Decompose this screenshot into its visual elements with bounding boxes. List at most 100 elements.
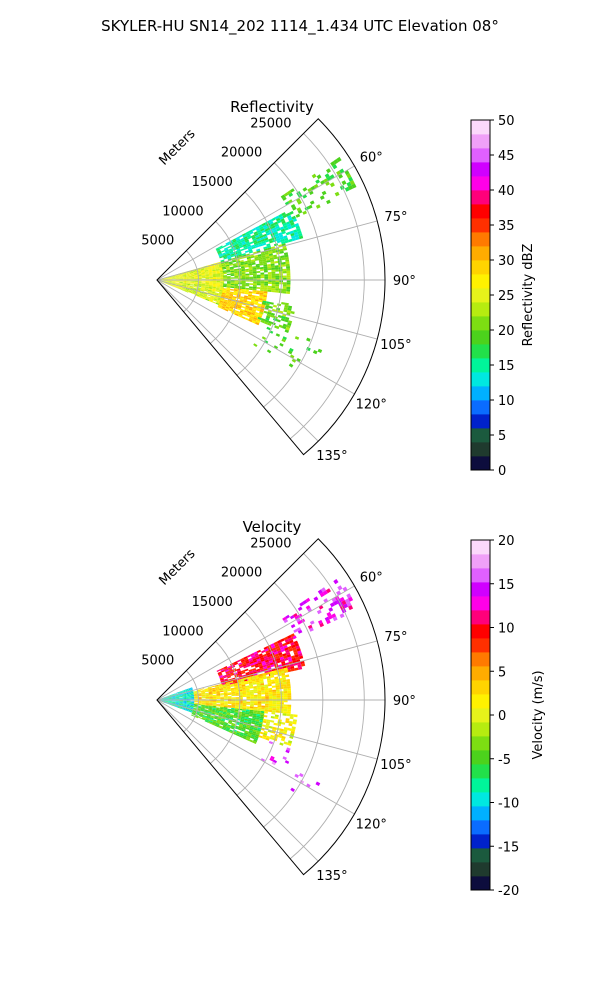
radar-gate	[182, 705, 187, 707]
radar-gate	[211, 710, 216, 713]
radar-gate	[186, 697, 191, 698]
radar-gate	[234, 274, 239, 276]
radar-gate	[160, 700, 165, 701]
radar-gate	[250, 696, 254, 699]
radar-gate	[257, 708, 262, 711]
radar-gate	[222, 289, 227, 291]
radar-gate	[248, 731, 253, 735]
radar-gate	[220, 705, 224, 707]
radar-gate	[193, 284, 198, 286]
colorbar-tick-label: 10	[498, 622, 515, 637]
radar-gate	[171, 281, 176, 283]
radar-gate	[256, 685, 261, 688]
radar-gate	[211, 711, 216, 714]
radar-gate	[252, 682, 257, 685]
radar-gate	[160, 700, 165, 701]
radar-gate	[164, 701, 169, 702]
radar-gate	[216, 694, 221, 696]
radar-gate	[212, 704, 217, 707]
radar-gate	[193, 691, 198, 693]
radar-gate	[174, 692, 179, 694]
radar-gate	[271, 681, 276, 684]
radar-gate	[246, 234, 251, 238]
radar-gate	[210, 715, 215, 718]
radar-gate	[224, 703, 228, 705]
radar-gate	[295, 656, 300, 661]
radar-gate	[266, 652, 271, 656]
radar-gate	[225, 293, 230, 296]
radar-gate	[167, 703, 172, 706]
radar-gate	[248, 319, 253, 323]
radar-gate	[256, 276, 261, 279]
radar-gate	[270, 263, 275, 266]
radar-gate	[258, 298, 263, 301]
radar-gate	[171, 693, 175, 696]
radar-gate	[230, 274, 235, 277]
radar-gate	[198, 278, 202, 280]
radar-gate	[205, 694, 209, 696]
radar-gate	[205, 275, 210, 277]
radar-gate	[235, 702, 239, 705]
radar-gate	[291, 644, 296, 649]
radar-gate	[276, 691, 280, 694]
radar-gate	[164, 696, 168, 698]
radar-gate	[171, 693, 175, 696]
radar-gate	[171, 276, 176, 278]
radar-gate	[349, 180, 355, 186]
radar-gate	[259, 294, 264, 297]
radar-gate	[239, 311, 244, 315]
radar-gate	[241, 276, 246, 279]
radar-gate	[205, 278, 210, 280]
radar-gate	[289, 639, 294, 644]
radar-gate	[257, 703, 262, 706]
radar-gate	[219, 291, 224, 293]
radar-gate	[179, 698, 184, 700]
radar-gate	[290, 188, 295, 193]
radar-gate	[178, 706, 183, 708]
radar-gate	[293, 640, 299, 645]
radar-gate	[280, 218, 285, 222]
radar-gate	[232, 238, 236, 242]
radar-gate	[274, 714, 279, 718]
radar-gate	[246, 242, 251, 246]
radar-gate	[178, 284, 183, 286]
radar-gate	[253, 703, 258, 706]
radar-gate	[271, 290, 276, 293]
radar-gate	[209, 717, 214, 720]
radar-gate	[280, 318, 285, 322]
radar-gate	[264, 707, 269, 710]
radar-gate	[248, 679, 253, 683]
radar-gate	[194, 275, 198, 277]
radar-gate	[190, 697, 195, 699]
radar-gate	[243, 247, 248, 250]
radar-gate	[242, 244, 247, 247]
radar-gate	[241, 727, 246, 731]
radar-gate	[178, 274, 183, 276]
radar-gate	[231, 690, 235, 693]
radar-gate	[276, 704, 280, 707]
radar-gate	[238, 663, 243, 667]
radar-gate	[164, 700, 169, 702]
radar-gate	[264, 283, 268, 286]
radar-gate	[240, 263, 245, 266]
radar-gate	[175, 701, 180, 702]
radar-gate	[202, 717, 206, 720]
radar-gate	[254, 674, 259, 678]
radar-gate	[168, 698, 172, 699]
radar-gate	[209, 297, 214, 300]
radar-gate	[227, 708, 232, 711]
radar-gate	[293, 714, 298, 718]
radar-gate	[207, 710, 212, 713]
radar-gate	[199, 714, 203, 717]
radar-gate	[264, 281, 269, 284]
radar-gate	[244, 290, 249, 293]
radar-gate	[263, 264, 268, 267]
radar-gate	[248, 714, 253, 717]
radar-gate	[184, 290, 189, 292]
radar-gate	[282, 616, 287, 621]
radar-gate	[222, 253, 227, 256]
radar-gate	[202, 297, 206, 300]
radar-gate	[245, 305, 250, 309]
radar-gate	[223, 676, 228, 679]
radar-gate	[279, 342, 284, 347]
